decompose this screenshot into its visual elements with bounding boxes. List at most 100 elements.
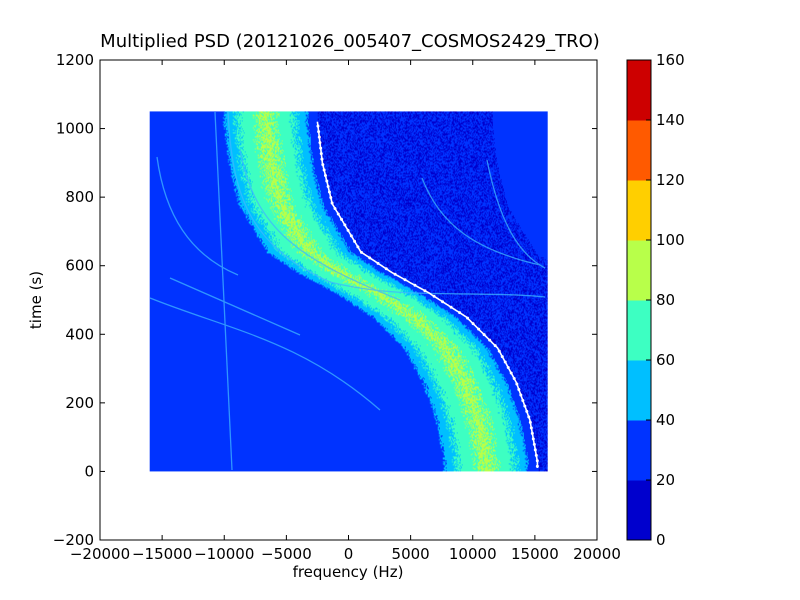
y-tick-label: 0 — [84, 462, 94, 480]
x-tick-label: 20000 — [573, 545, 621, 563]
psd-heatmap — [149, 111, 548, 472]
y-tick-label: 1200 — [56, 51, 94, 69]
tracking-curve-point — [533, 448, 537, 452]
tracking-curve-point — [317, 130, 321, 134]
y-tick-label: 200 — [65, 394, 94, 412]
tracking-curve-point — [519, 393, 523, 397]
tracking-curve-point — [340, 217, 344, 221]
tracking-curve-point — [529, 426, 533, 430]
y-tick-label: 600 — [65, 257, 94, 275]
colorbar-segment — [627, 360, 651, 421]
x-axis: −20000 −15000 −10000 −5000 0 5000 10000 15000 20… — [70, 60, 621, 563]
plot-area — [149, 111, 548, 472]
tracking-curve-point — [449, 305, 453, 309]
colorbar-tick-label: 100 — [656, 231, 685, 249]
tracking-curve-point — [359, 250, 363, 254]
tracking-curve-point — [413, 283, 417, 287]
colorbar-tick-label: 60 — [656, 351, 675, 369]
colorbar-segment — [627, 120, 651, 181]
tracking-curve-point — [535, 459, 539, 463]
tracking-curve-point — [432, 294, 436, 298]
tracking-curve-point — [376, 261, 380, 265]
y-axis: −200 0 200 400 600 800 1000 1200 — [53, 51, 597, 549]
tracking-curve-point — [471, 322, 475, 326]
tracking-curve-point — [384, 267, 388, 271]
tracking-curve-point — [423, 289, 427, 293]
tracking-curve-point — [509, 371, 513, 375]
colorbar: 0 20 40 60 80 100 120 140 160 — [626, 51, 685, 549]
tracking-curve-point — [482, 333, 486, 337]
tracking-curve-point — [515, 382, 519, 386]
tracking-curve-point — [356, 245, 360, 249]
tracking-curve-point — [528, 420, 532, 424]
y-tick-label: 1000 — [56, 120, 94, 138]
tracking-curve-point — [503, 360, 507, 364]
tracking-curve-point — [441, 300, 445, 304]
tracking-curve-point — [322, 168, 326, 172]
tracking-curve — [316, 121, 539, 468]
tracking-curve-point — [525, 409, 529, 413]
tracking-curve-point — [321, 163, 325, 167]
tracking-curve-point — [403, 278, 407, 282]
y-tick-label: 400 — [65, 325, 94, 343]
tracking-curve-point — [531, 437, 535, 441]
tracking-curve-point — [458, 311, 462, 315]
x-tick-label: 15000 — [511, 545, 559, 563]
tracking-curve-point — [318, 141, 322, 145]
tracking-curve-point — [325, 179, 329, 183]
x-tick-label: −20000 — [70, 545, 130, 563]
tracking-curve-point — [330, 201, 334, 205]
colorbar-segment — [627, 180, 651, 241]
tracking-curve-point — [326, 185, 330, 189]
tracking-curve-point — [368, 256, 372, 260]
tracking-curve-point — [500, 355, 504, 359]
secondary-trace — [239, 149, 401, 301]
tracking-curve-point — [497, 349, 501, 353]
y-tick-label: −200 — [53, 531, 94, 549]
colorbar-tick-label: 40 — [656, 411, 675, 429]
x-tick-label: −15000 — [132, 545, 192, 563]
tracking-curve-point — [336, 212, 340, 216]
tracking-curve-point — [466, 316, 470, 320]
secondary-traces — [149, 111, 546, 471]
secondary-trace — [169, 277, 301, 336]
tracking-curve-point — [349, 234, 353, 238]
colorbar-segment — [627, 420, 651, 481]
colorbar-segment — [627, 60, 651, 121]
tracking-curve-point — [353, 239, 357, 243]
secondary-trace — [486, 159, 546, 269]
tracking-curve-point — [319, 152, 323, 156]
tracking-curve-point — [320, 157, 324, 161]
tracking-curve-point — [521, 398, 525, 402]
tracking-curve-point — [523, 404, 527, 408]
tracking-curve-point — [517, 387, 521, 391]
tracking-curve-point — [534, 453, 538, 457]
secondary-trace — [149, 297, 381, 411]
y-axis-label: time (s) — [27, 271, 45, 329]
x-tick-label: 5000 — [392, 545, 430, 563]
colorbar-segment — [627, 300, 651, 361]
tracking-curve-point — [535, 464, 539, 468]
tracking-curve-point — [317, 135, 321, 139]
tracking-curve-point — [493, 344, 497, 348]
x-tick-label: −10000 — [194, 545, 254, 563]
tracking-curve-point — [323, 174, 327, 178]
tracking-curve-point — [506, 366, 510, 370]
tracking-curve-point — [532, 442, 536, 446]
colorbar-tick-label: 80 — [656, 291, 675, 309]
tracking-curve-point — [316, 124, 320, 128]
tracking-curve-point — [327, 190, 331, 194]
colorbar-tick-label: 20 — [656, 471, 675, 489]
tracking-curve-point — [488, 338, 492, 342]
tracking-curve-point — [530, 431, 534, 435]
colorbar-tick-label: 0 — [656, 531, 666, 549]
colorbar-tick-label: 160 — [656, 51, 685, 69]
y-tick-label: 800 — [65, 188, 94, 206]
x-tick-label: 0 — [344, 545, 354, 563]
tracking-curve-point — [527, 415, 531, 419]
tracking-curve-point — [329, 195, 333, 199]
x-tick-label: 10000 — [449, 545, 497, 563]
tracking-curve-point — [346, 228, 350, 232]
colorbar-segment — [627, 480, 651, 541]
